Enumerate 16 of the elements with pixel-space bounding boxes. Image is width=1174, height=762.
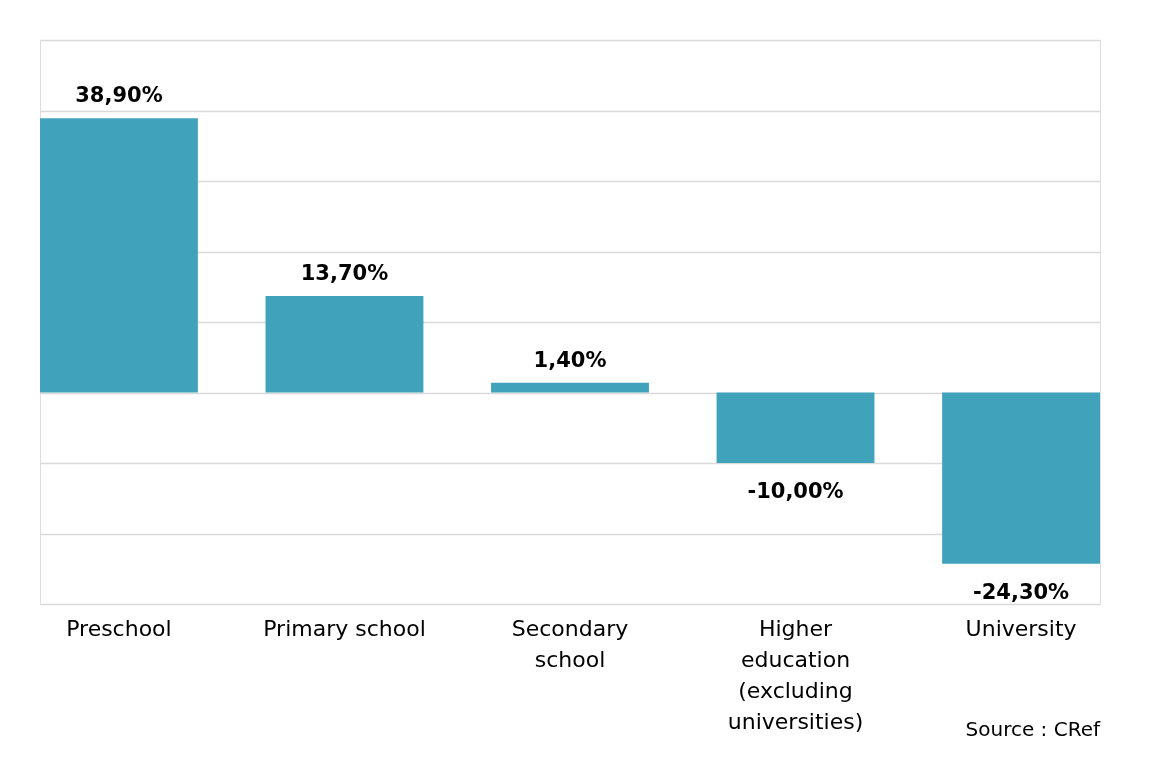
x-tick-label: Higher education (excluding universities) (727, 615, 864, 734)
x-tick-label: University (965, 615, 1077, 641)
bar (716, 392, 875, 463)
x-tick-label: Secondary school (511, 615, 629, 672)
data-label: 13,70% (300, 260, 389, 285)
bar (265, 295, 424, 393)
x-tick-label: Preschool (66, 615, 172, 641)
bar (491, 382, 649, 393)
data-label: 1,40% (533, 347, 607, 372)
bar (942, 392, 1100, 564)
source-note: Source : CRef (965, 717, 1101, 741)
data-label: 38,90% (75, 83, 163, 108)
x-tick-label: Primary school (263, 615, 426, 641)
data-label: -24,30% (972, 579, 1070, 604)
data-label: -10,00% (747, 479, 844, 503)
bar (40, 118, 198, 393)
